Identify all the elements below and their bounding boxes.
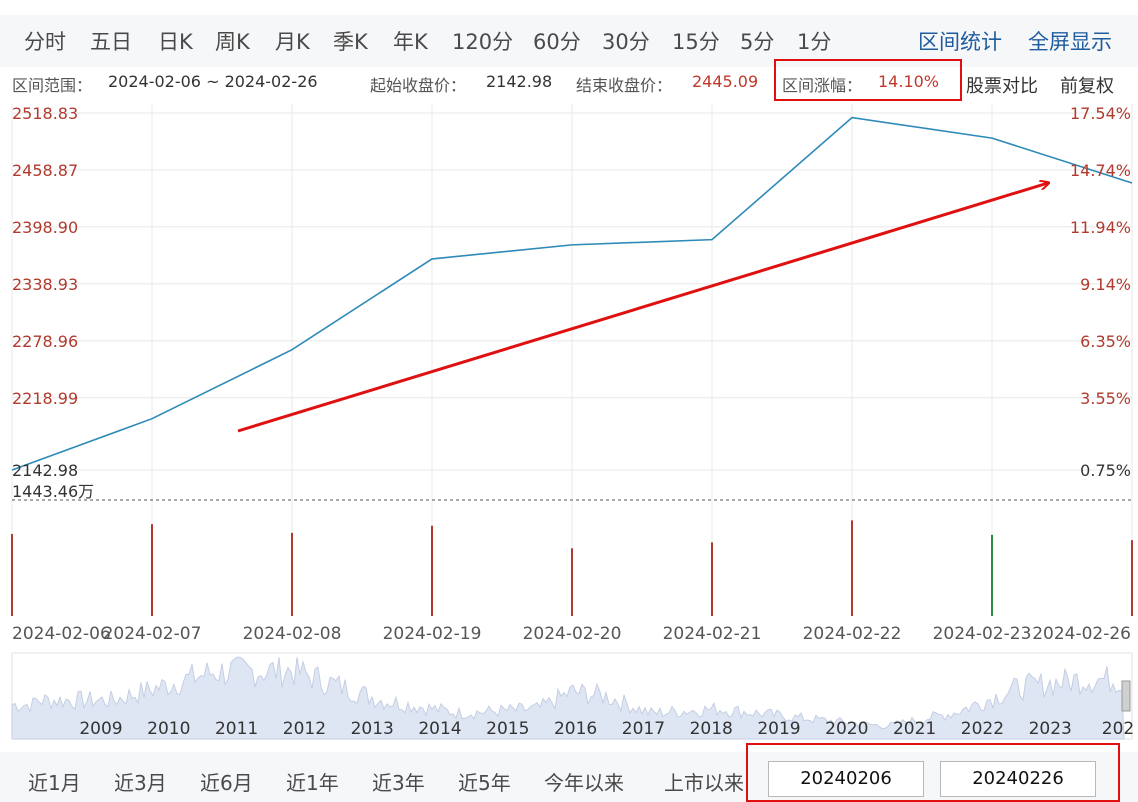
overview-year-label: 2018 [690, 719, 733, 739]
change-highlight-box [774, 59, 962, 101]
overview-area [11, 656, 1125, 740]
y-tick-left: 2398.90 [12, 218, 78, 237]
overview-year-label: 2010 [147, 719, 190, 739]
y-tick-left: 2142.98 [12, 461, 78, 480]
start-close-label: 起始收盘价： [370, 76, 467, 95]
overview-year-label: 2021 [893, 719, 936, 739]
y-tick-right: 11.94% [1070, 218, 1131, 237]
tab-yearly-k[interactable]: 年K [393, 30, 428, 54]
range-1m[interactable]: 近1月 [28, 771, 81, 795]
range-since-listing[interactable]: 上市以来 [664, 771, 744, 795]
interval-info-bar: 区间范围： 2024-02-06 ~ 2024-02-26 起始收盘价： 214… [0, 70, 1138, 96]
range-label: 区间范围： [12, 76, 93, 95]
y-tick-left: 2218.99 [12, 389, 78, 408]
overview-year-label: 202 [1102, 719, 1134, 739]
end-close-value: 2445.09 [692, 72, 759, 91]
tab-quarterly-k[interactable]: 季K [333, 30, 368, 54]
overview-year-label: 2012 [283, 719, 326, 739]
range-6m[interactable]: 近6月 [200, 771, 253, 795]
y-tick-right: 9.14% [1080, 275, 1131, 294]
range-value: 2024-02-06 ~ 2024-02-26 [108, 72, 318, 91]
y-tick-left: 2458.87 [12, 161, 78, 180]
tab-weekly-k[interactable]: 周K [215, 30, 250, 54]
adjust-button[interactable]: 前复权 [1060, 76, 1114, 97]
overview-navigator[interactable]: 2009 2010 2011 2012 2013 2014 2015 2016 2017 2018… [11, 652, 1134, 740]
overview-year-label: 2015 [486, 719, 529, 739]
y-tick-left: 2278.96 [12, 332, 78, 351]
x-tick-label: 2024-02-08 [243, 624, 342, 644]
tab-1min[interactable]: 1分 [797, 30, 832, 54]
range-3y[interactable]: 近3年 [372, 771, 425, 795]
overview-year-label: 2017 [622, 719, 665, 739]
x-tick-label: 2024-02-23 [933, 624, 1032, 644]
tab-5min[interactable]: 5分 [740, 30, 775, 54]
overview-handle [1121, 680, 1131, 712]
trend-arrow [237, 183, 1048, 433]
x-tick-label: 2024-02-07 [103, 624, 202, 644]
start-date-input[interactable]: 20240206 [768, 761, 924, 797]
overview-year-label: 2009 [79, 719, 122, 739]
interval-stats-button[interactable]: 区间统计 [918, 30, 1002, 54]
y-tick-right: 3.55% [1080, 389, 1131, 408]
tab-60min[interactable]: 60分 [533, 30, 581, 54]
change-label: 区间涨幅： [782, 76, 863, 95]
y-tick-left: 2338.93 [12, 275, 78, 294]
overview-year-label: 2014 [418, 719, 461, 739]
tab-15min[interactable]: 15分 [672, 30, 720, 54]
overview-year-label: 2016 [554, 719, 597, 739]
overview-year-label: 2011 [215, 719, 258, 739]
x-tick-label: 2024-02-21 [663, 624, 762, 644]
volume-series [11, 520, 1133, 616]
grid-lines [11, 104, 1133, 616]
volume-max-label: 1443.46万 [12, 482, 94, 501]
x-tick-label: 2024-02-22 [803, 624, 902, 644]
y-tick-right: 0.75% [1080, 461, 1131, 480]
y-tick-right: 6.35% [1080, 332, 1131, 351]
range-3m[interactable]: 近3月 [114, 771, 167, 795]
date-range-highlight-box [746, 743, 1120, 802]
y-tick-right: 17.54% [1070, 104, 1131, 123]
x-tick-label: 2024-02-19 [383, 624, 482, 644]
overview-year-label: 2023 [1029, 719, 1072, 739]
x-tick-label: 2024-02-06 [12, 624, 111, 644]
y-tick-left: 2518.83 [12, 104, 78, 123]
price-series [11, 116, 1133, 471]
x-tick-label: 2024-02-26 [1032, 624, 1131, 644]
tab-120min[interactable]: 120分 [452, 30, 514, 54]
overview-year-label: 2020 [825, 719, 868, 739]
tab-30min[interactable]: 30分 [602, 30, 650, 54]
y-tick-right: 14.74% [1070, 161, 1131, 180]
overview-year-label: 2013 [351, 719, 394, 739]
price-chart: 2518.83 17.54% 2458.87 14.74% 2398.90 11.94% 2… [11, 104, 1134, 740]
tab-monthly-k[interactable]: 月K [275, 30, 310, 54]
fullscreen-button[interactable]: 全屏显示 [1028, 30, 1112, 54]
period-toolbar [0, 15, 1138, 67]
overview-year-label: 2022 [961, 719, 1004, 739]
x-tick-label: 2024-02-20 [523, 624, 622, 644]
tab-five-day[interactable]: 五日 [90, 30, 132, 54]
stock-compare-button[interactable]: 股票对比 [966, 76, 1038, 97]
range-5y[interactable]: 近5年 [458, 771, 511, 795]
tab-intraday[interactable]: 分时 [24, 30, 66, 54]
end-date-input[interactable]: 20240226 [940, 761, 1096, 797]
start-close-value: 2142.98 [486, 72, 553, 91]
range-ytd[interactable]: 今年以来 [544, 771, 624, 795]
overview-year-label: 2019 [757, 719, 800, 739]
axis-labels: 2518.83 17.54% 2458.87 14.74% 2398.90 11.94% 2… [12, 104, 1131, 644]
tab-daily-k[interactable]: 日K [158, 30, 193, 54]
range-1y[interactable]: 近1年 [286, 771, 339, 795]
end-close-label: 结束收盘价： [576, 76, 673, 95]
change-value: 14.10% [878, 72, 940, 91]
